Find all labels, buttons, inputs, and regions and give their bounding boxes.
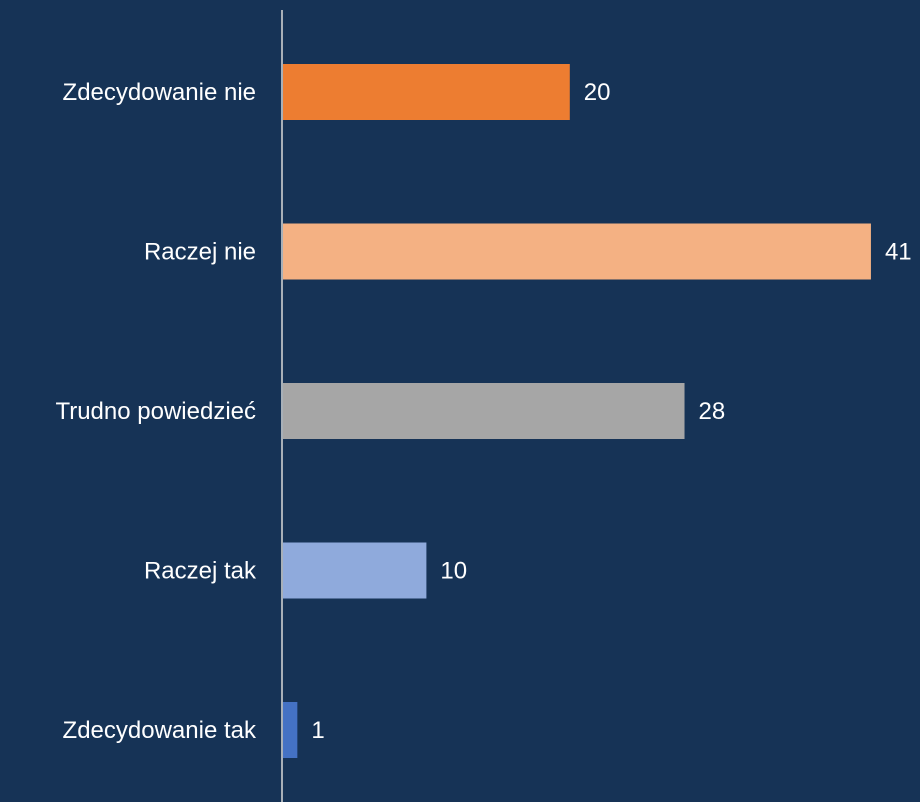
category-label: Zdecydowanie nie: [63, 79, 256, 106]
value-label: 20: [584, 79, 611, 106]
category-label: Raczej nie: [144, 239, 256, 266]
category-label: Raczej tak: [144, 558, 257, 585]
bar: [283, 223, 871, 280]
category-label: Zdecydowanie tak: [63, 717, 257, 744]
bar: [283, 64, 570, 120]
category-label: Trudno powiedzieć: [55, 398, 256, 425]
value-label: 41: [885, 239, 912, 266]
value-label: 10: [440, 558, 467, 585]
labels-layer: Zdecydowanie nie 20 Raczej nie 41 Trudno pow…: [55, 79, 911, 744]
value-label: 28: [699, 398, 726, 425]
bars-layer: [283, 64, 871, 758]
bar: [283, 383, 685, 439]
bar: [283, 702, 298, 758]
value-label: 1: [311, 717, 324, 744]
bar: [283, 542, 427, 599]
